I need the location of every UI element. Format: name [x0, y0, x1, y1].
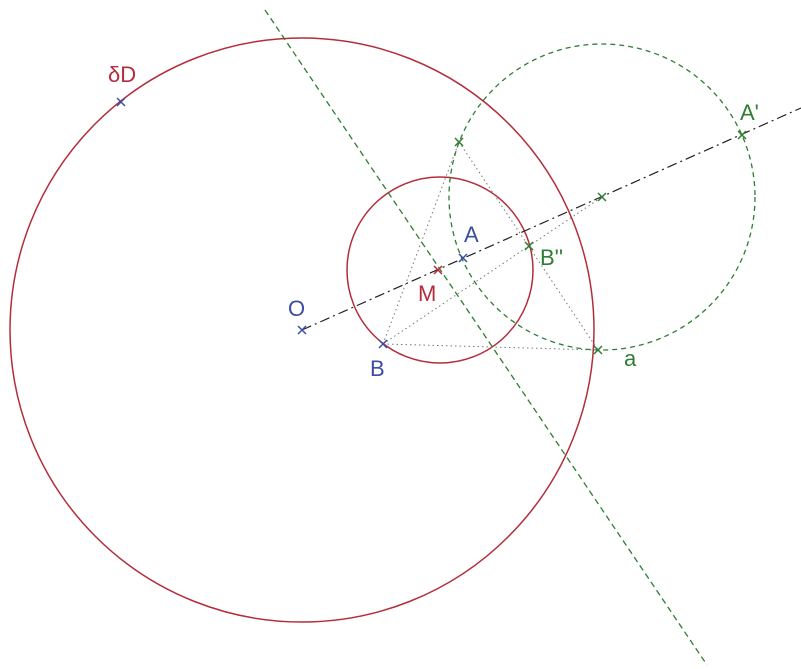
point-label: O — [288, 296, 305, 321]
point-label: A' — [740, 100, 759, 125]
point-marks — [116, 97, 747, 355]
green-circle — [448, 43, 756, 351]
big-circle — [9, 37, 595, 623]
point-label: δD — [108, 62, 136, 87]
dotted-triangle — [382, 141, 603, 351]
axis-line — [301, 107, 801, 331]
point-label: a — [624, 346, 637, 371]
small-circle — [346, 176, 534, 364]
point-label: A — [464, 222, 479, 247]
bisector-line — [264, 9, 708, 666]
point-label: B — [370, 356, 385, 381]
point-label: M — [418, 281, 436, 306]
point-label: B'' — [540, 245, 563, 270]
